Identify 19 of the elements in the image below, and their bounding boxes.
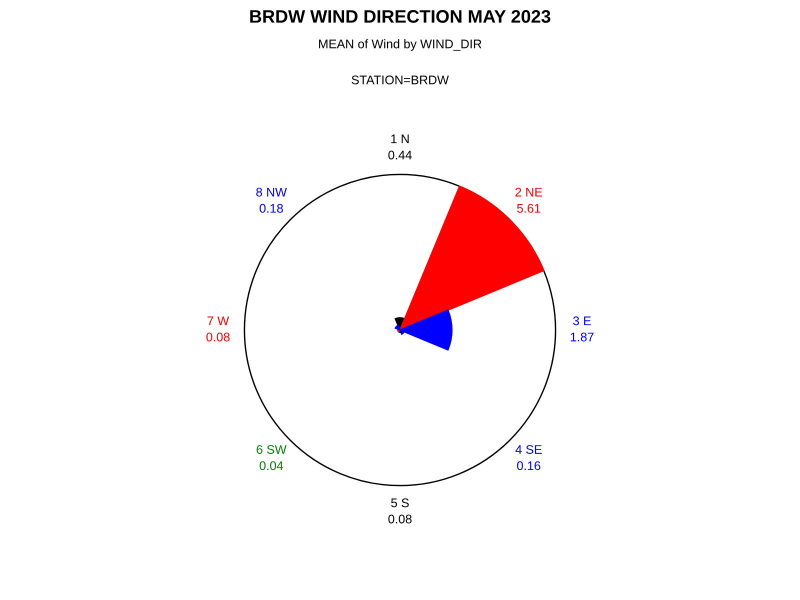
data-label: 0.44 <box>388 150 412 160</box>
category-label: 5 S <box>391 498 409 508</box>
text: MEAN of Wind by WIND_DIR <box>319 39 482 51</box>
category-label: 2 NE <box>515 188 542 196</box>
data-label: 0.04 <box>260 461 284 470</box>
data-label: 1.87 <box>570 332 594 342</box>
data-label: 0.08 <box>388 514 412 524</box>
category-label: 7 W <box>208 316 230 326</box>
data-label: 0.18 <box>260 204 283 213</box>
data-label: 5.61 <box>517 204 540 213</box>
category-label: 1 N <box>391 134 409 144</box>
data-label: 0.16 <box>517 461 540 470</box>
category-label: 3 E <box>573 316 591 326</box>
category-label: 6 SW <box>256 445 287 454</box>
category-label: 8 NW <box>256 188 287 197</box>
text: BRDW WIND DIRECTION MAY 2023 <box>250 10 550 23</box>
text: STATION=BRDW <box>352 76 449 84</box>
data-label: 0.08 <box>206 332 230 342</box>
category-label: 4 SE <box>515 445 542 454</box>
